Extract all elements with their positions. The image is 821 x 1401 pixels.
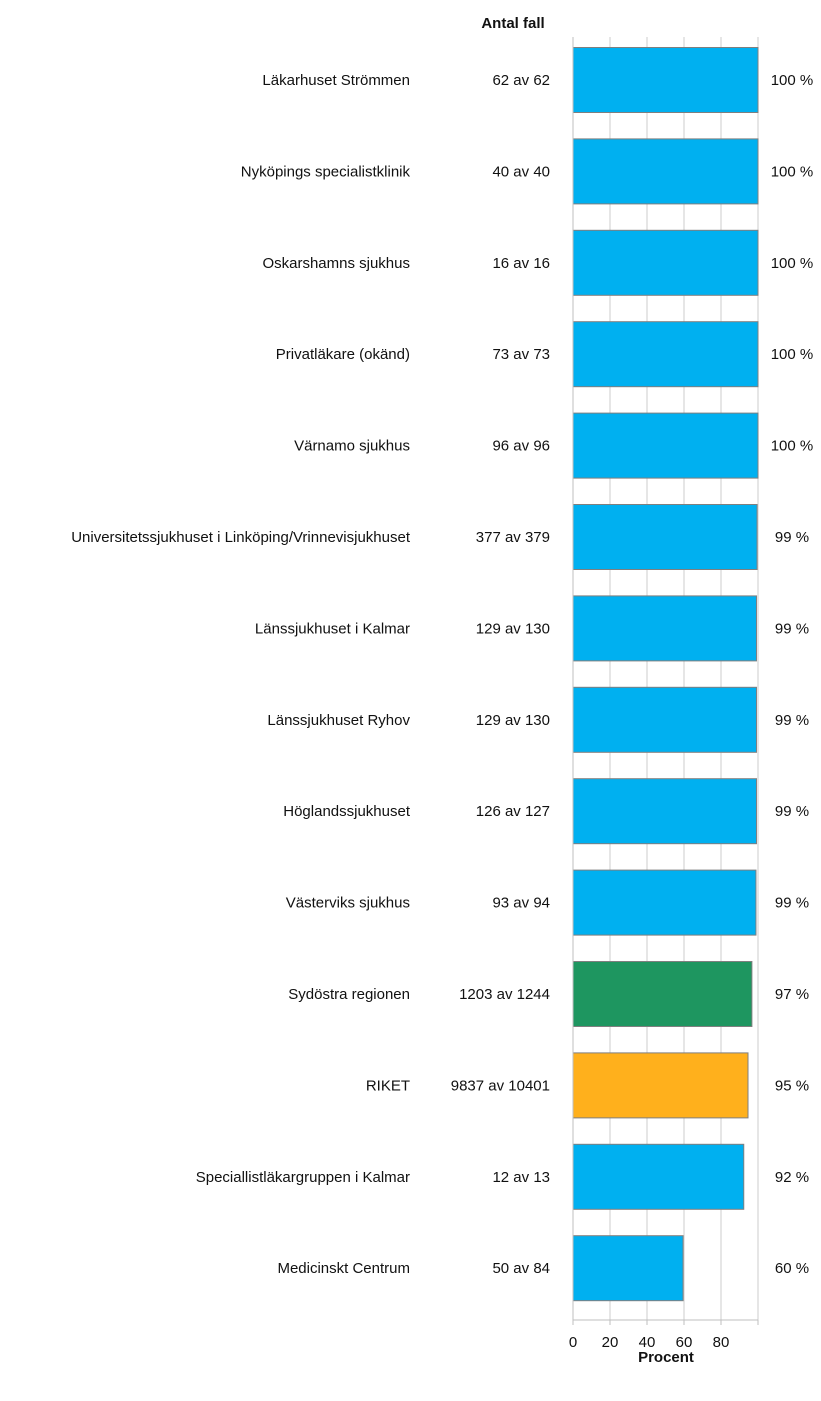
grid-layer — [609, 37, 759, 1320]
bar-unit — [572, 869, 757, 936]
bar-unit — [572, 778, 758, 845]
count-label: 9837 av 10401 — [451, 1077, 550, 1094]
count-label: 12 av 13 — [492, 1169, 550, 1186]
bar-unit — [572, 138, 759, 205]
category-label: Läkarhuset Strömmen — [262, 72, 410, 89]
bar-unit — [572, 1235, 684, 1302]
count-label: 50 av 84 — [492, 1260, 550, 1277]
value-label: 99 % — [775, 712, 809, 729]
count-label: 126 av 127 — [476, 803, 550, 820]
bar-nation — [572, 1052, 749, 1119]
axis-layer: 0 20 40 60 80 — [569, 37, 759, 1351]
count-header: Antal fall — [481, 15, 544, 32]
value-label: 100 % — [771, 255, 814, 272]
value-label: 99 % — [775, 620, 809, 637]
category-label: Privatläkare (okänd) — [276, 346, 410, 363]
value-label: 60 % — [775, 1260, 809, 1277]
category-label: Västerviks sjukhus — [286, 895, 410, 912]
count-label: 93 av 94 — [492, 895, 550, 912]
category-label: Höglandssjukhuset — [283, 803, 411, 820]
value-label: 100 % — [771, 163, 814, 180]
value-label: 97 % — [775, 986, 809, 1003]
count-label: 96 av 96 — [492, 438, 550, 455]
category-label: Sydöstra regionen — [288, 986, 410, 1003]
category-label: Nyköpings specialistklinik — [241, 163, 411, 180]
bar-unit — [572, 229, 759, 296]
count-label: 129 av 130 — [476, 620, 550, 637]
bar-region — [572, 961, 753, 1027]
count-label: 40 av 40 — [492, 163, 550, 180]
count-label: 16 av 16 — [492, 255, 550, 272]
label-layer: Läkarhuset Strömmen 62 av 62 100 % Nyköping… — [71, 72, 813, 1277]
count-label: 73 av 73 — [492, 346, 550, 363]
value-label: 99 % — [775, 803, 809, 820]
x-axis-title: Procent — [638, 1349, 694, 1366]
category-label: Speciallistläkargruppen i Kalmar — [196, 1169, 410, 1186]
count-label: 1203 av 1244 — [459, 986, 550, 1003]
x-tick-label: 80 — [713, 1334, 730, 1351]
bar-unit — [572, 412, 759, 479]
value-label: 95 % — [775, 1077, 809, 1094]
category-label: Länssjukhuset Ryhov — [267, 712, 410, 729]
category-label: Länssjukhuset i Kalmar — [255, 620, 410, 637]
category-label: Universitetssjukhuset i Linköping/Vrinne… — [71, 529, 411, 546]
category-label: Oskarshamns sjukhus — [262, 255, 410, 272]
x-tick-label: 0 — [569, 1334, 577, 1351]
bar-unit — [572, 47, 759, 113]
value-label: 99 % — [775, 895, 809, 912]
bar-unit — [572, 686, 758, 753]
value-label: 99 % — [775, 529, 809, 546]
x-tick-label: 20 — [602, 1334, 619, 1351]
x-tick-label: 60 — [676, 1334, 693, 1351]
value-label: 100 % — [771, 346, 814, 363]
category-label: RIKET — [366, 1077, 410, 1094]
category-label: Medicinskt Centrum — [277, 1260, 410, 1277]
category-label: Värnamo sjukhus — [294, 438, 410, 455]
bar-layer — [572, 47, 759, 1302]
bar-unit — [572, 504, 758, 570]
value-label: 100 % — [771, 438, 814, 455]
value-label: 92 % — [775, 1169, 809, 1186]
count-label: 62 av 62 — [492, 72, 550, 89]
count-label: 129 av 130 — [476, 712, 550, 729]
value-label: 100 % — [771, 72, 814, 89]
count-label: 377 av 379 — [476, 529, 550, 546]
bar-unit — [572, 321, 759, 388]
bar-unit — [572, 595, 758, 662]
x-tick-label: 40 — [639, 1334, 656, 1351]
bar-unit — [572, 1143, 745, 1210]
